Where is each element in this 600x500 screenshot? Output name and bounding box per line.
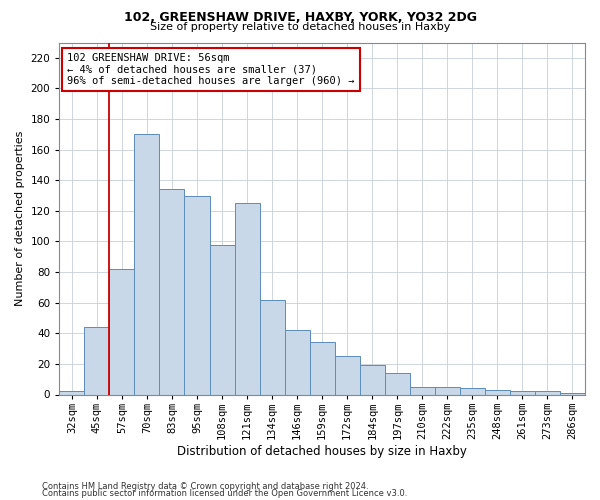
Bar: [134, 134, 160, 394]
Bar: [410, 387, 435, 394]
Y-axis label: Number of detached properties: Number of detached properties: [15, 131, 25, 306]
Bar: [59, 392, 85, 394]
Bar: [385, 373, 410, 394]
Text: 102, GREENSHAW DRIVE, HAXBY, YORK, YO32 2DG: 102, GREENSHAW DRIVE, HAXBY, YORK, YO32 …: [124, 11, 476, 24]
Bar: [335, 356, 360, 395]
Bar: [485, 390, 510, 394]
Bar: [85, 327, 109, 394]
X-axis label: Distribution of detached houses by size in Haxby: Distribution of detached houses by size …: [177, 444, 467, 458]
Bar: [510, 392, 535, 394]
Text: Contains HM Land Registry data © Crown copyright and database right 2024.: Contains HM Land Registry data © Crown c…: [42, 482, 368, 491]
Bar: [460, 388, 485, 394]
Text: 102 GREENSHAW DRIVE: 56sqm
← 4% of detached houses are smaller (37)
96% of semi-: 102 GREENSHAW DRIVE: 56sqm ← 4% of detac…: [67, 53, 355, 86]
Bar: [560, 393, 585, 394]
Bar: [184, 196, 209, 394]
Text: Size of property relative to detached houses in Haxby: Size of property relative to detached ho…: [150, 22, 450, 32]
Bar: [109, 269, 134, 394]
Text: Contains public sector information licensed under the Open Government Licence v3: Contains public sector information licen…: [42, 490, 407, 498]
Bar: [360, 366, 385, 394]
Bar: [284, 330, 310, 394]
Bar: [260, 300, 284, 394]
Bar: [209, 244, 235, 394]
Bar: [160, 190, 184, 394]
Bar: [535, 392, 560, 394]
Bar: [235, 203, 260, 394]
Bar: [310, 342, 335, 394]
Bar: [435, 387, 460, 394]
